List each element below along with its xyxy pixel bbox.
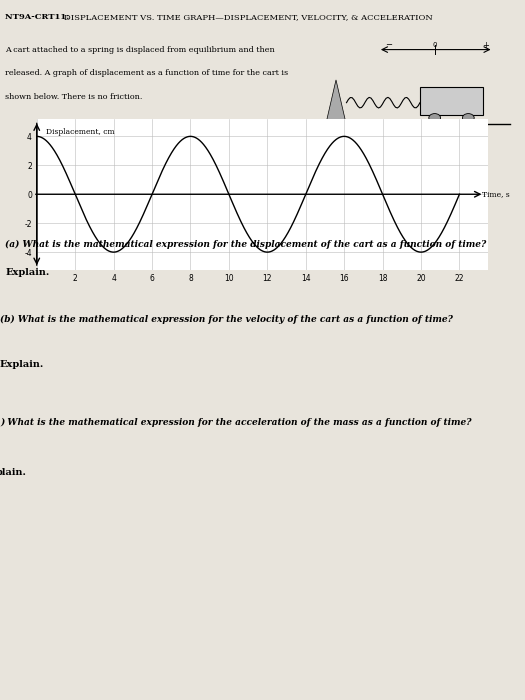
Text: +: + [481,41,489,50]
Text: (b) What is the mathematical expression for the velocity of the cart as a functi: (b) What is the mathematical expression … [0,315,453,324]
Text: DISPLACEMENT VS. TIME GRAPH—DISPLACEMENT, VELOCITY, & ACCELERATION: DISPLACEMENT VS. TIME GRAPH—DISPLACEMENT… [65,13,433,21]
Polygon shape [326,80,346,125]
Circle shape [429,113,440,122]
Text: Explain.: Explain. [5,268,49,277]
Text: 0: 0 [433,42,437,48]
Text: (a) What is the mathematical expression for the displacement of the cart as a fu: (a) What is the mathematical expression … [5,240,487,249]
Text: A cart attached to a spring is displaced from equilibrium and then: A cart attached to a spring is displaced… [5,46,275,53]
Text: −: − [385,41,392,50]
Text: Time, s: Time, s [482,190,510,198]
Text: NT9A-CRT11:: NT9A-CRT11: [5,13,72,21]
Text: released. A graph of displacement as a function of time for the cart is: released. A graph of displacement as a f… [5,69,288,78]
Text: Displacement, cm: Displacement, cm [46,127,115,136]
Text: shown below. There is no friction.: shown below. There is no friction. [5,93,143,102]
Text: ) What is the mathematical expression for the acceleration of the mass as a func: ) What is the mathematical expression fo… [0,418,471,427]
Bar [420,88,483,115]
Circle shape [463,113,474,122]
Text: Explain.: Explain. [0,360,44,369]
Text: plain.: plain. [0,468,27,477]
